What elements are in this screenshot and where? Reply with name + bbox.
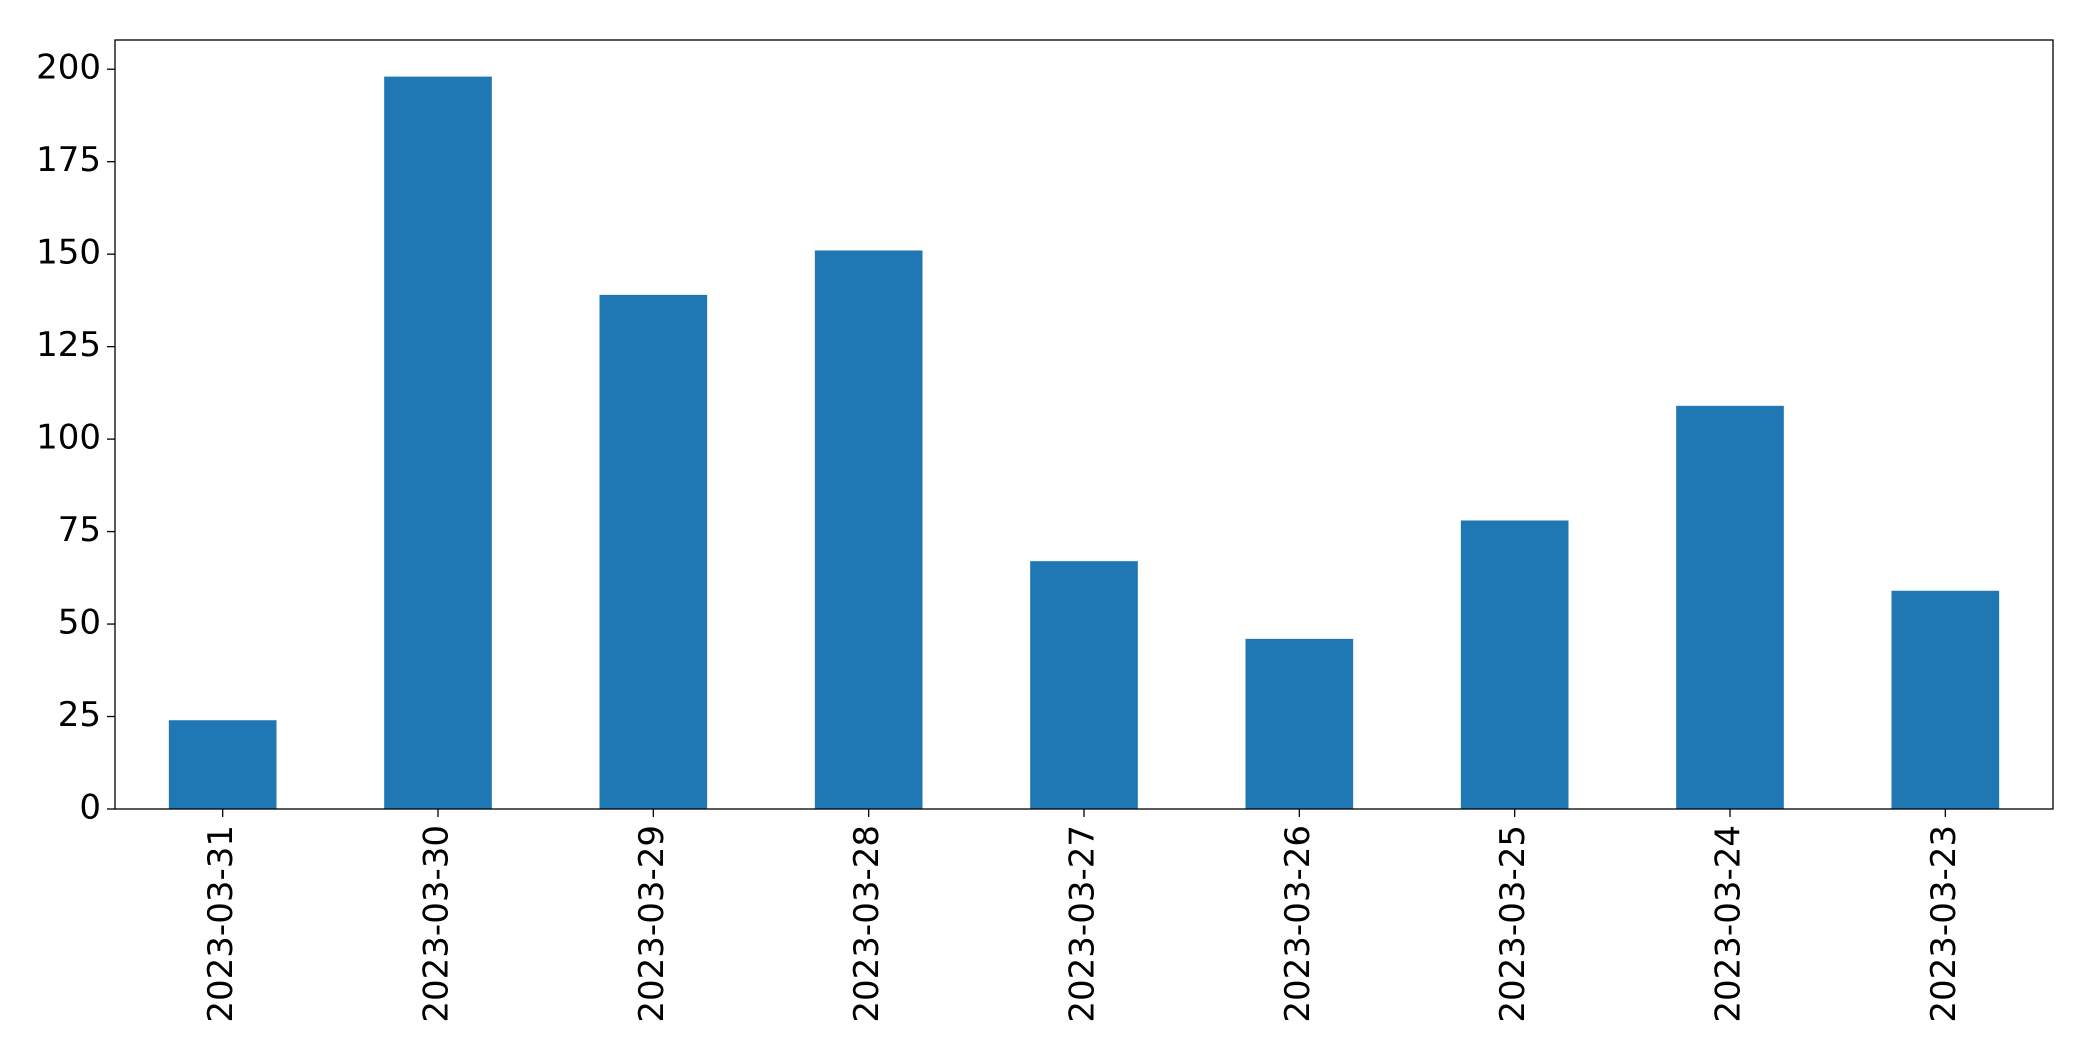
x-tick-label: 2023-03-26 (1278, 825, 1318, 1023)
x-tick-label: 2023-03-29 (632, 825, 672, 1023)
bar (1245, 638, 1354, 809)
bar (1891, 590, 2000, 809)
bar (1030, 561, 1138, 809)
bar (1460, 520, 1569, 809)
bar (168, 720, 277, 809)
x-tick-label: 2023-03-28 (847, 825, 887, 1023)
bar (1676, 405, 1784, 809)
x-tick-label: 2023-03-31 (201, 825, 241, 1023)
x-tick-label: 2023-03-25 (1493, 825, 1533, 1023)
y-tick-label: 100 (36, 418, 101, 458)
bar (384, 76, 492, 810)
x-tick-label: 2023-03-23 (1924, 825, 1964, 1023)
y-tick-label: 50 (58, 603, 101, 643)
x-tick-label: 2023-03-30 (417, 825, 457, 1023)
y-tick-label: 75 (58, 510, 101, 550)
x-tick-label: 2023-03-27 (1063, 825, 1103, 1023)
bar (599, 294, 708, 810)
y-tick-label: 175 (36, 140, 101, 180)
bar (814, 250, 923, 810)
y-tick-label: 125 (36, 325, 101, 365)
y-tick-label: 25 (58, 695, 101, 735)
y-tick-label: 0 (79, 788, 101, 828)
y-tick-label: 200 (36, 48, 101, 88)
y-tick-label: 150 (36, 233, 101, 273)
x-tick-label: 2023-03-24 (1709, 825, 1749, 1023)
